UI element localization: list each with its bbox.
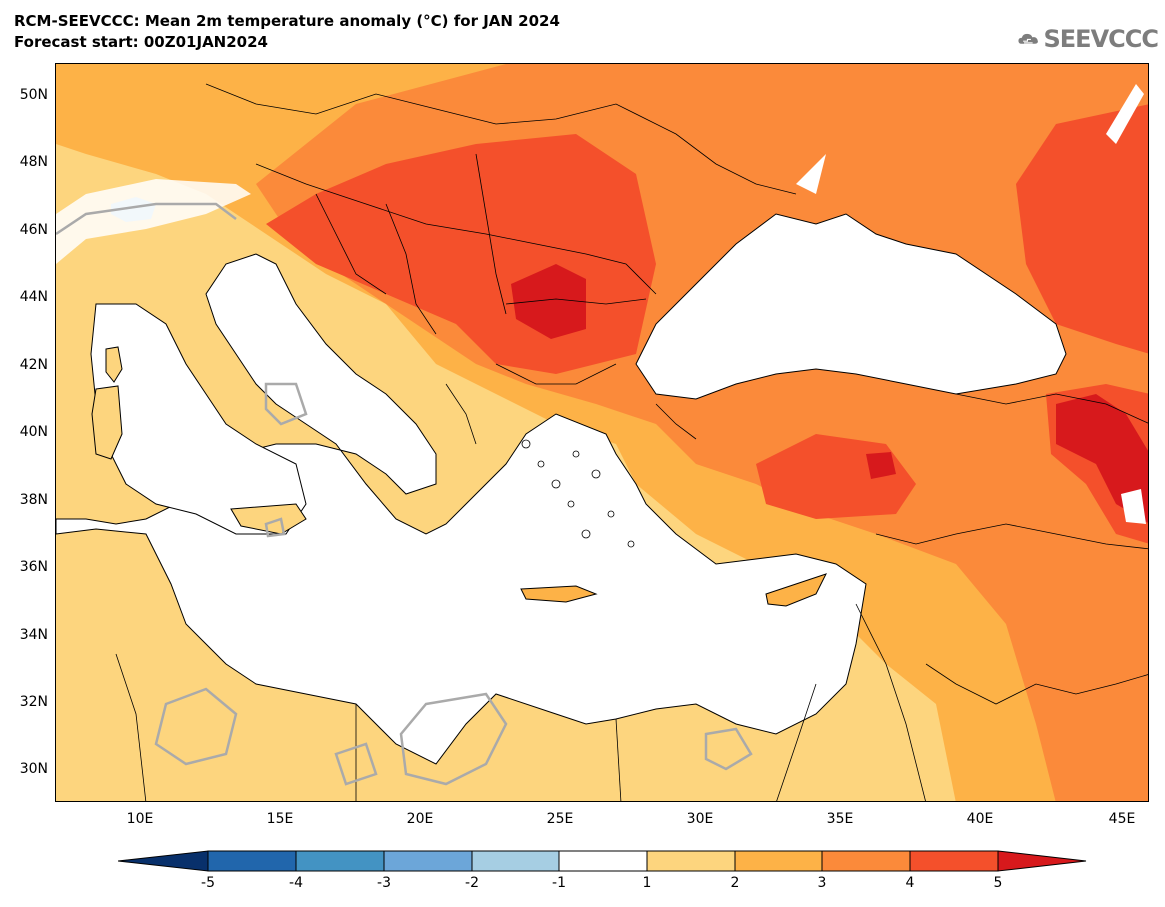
colorbar-bin: [295, 850, 385, 872]
lon-label: 30E: [686, 811, 714, 827]
lon-label: 45E: [1108, 811, 1136, 827]
lat-label: 32N: [19, 694, 48, 710]
lon-label: 35E: [826, 811, 854, 827]
colorbar-bin: [646, 850, 736, 872]
zero-contours: [56, 202, 753, 786]
anomaly-white-spot: [1106, 84, 1144, 144]
colorbar-label: 5: [993, 875, 1003, 891]
lon-label: 10E: [126, 811, 154, 827]
logo-text: SEEVCCC: [1043, 25, 1159, 53]
aegean-islands: [521, 439, 635, 548]
lat-label: 40N: [19, 424, 48, 440]
colorbar-bin: [821, 850, 911, 872]
colorbar-arrow-left: [118, 850, 209, 872]
corsica-island: [105, 346, 123, 383]
anomaly-white-spot: [796, 154, 826, 194]
cyprus-island: [765, 573, 827, 607]
lat-label: 48N: [19, 154, 48, 170]
cloud-icon: [1018, 33, 1038, 44]
mediterranean-sea: [56, 253, 867, 765]
colorbar-bin: [558, 850, 648, 872]
map-title: RCM-SEEVCCC: Mean 2m temperature anomaly…: [14, 11, 560, 53]
colorbar-label: 2: [730, 875, 740, 891]
colorbar-bin: [734, 850, 823, 872]
alps-white: [56, 179, 251, 264]
colorbar: [118, 850, 1087, 872]
colorbar-label: -4: [289, 875, 303, 891]
map-canvas: [56, 64, 1148, 801]
colorbar-label: -2: [465, 875, 479, 891]
lat-label: 46N: [19, 222, 48, 238]
colorbar-bin: [471, 850, 560, 872]
lat-label: 36N: [19, 559, 48, 575]
black-sea: [635, 213, 1067, 400]
colorbar-bin: [909, 850, 999, 872]
sardinia-island: [91, 385, 123, 460]
lat-label: 42N: [19, 357, 48, 373]
lon-label: 25E: [546, 811, 574, 827]
lat-label: 44N: [19, 289, 48, 305]
lat-label: 50N: [19, 87, 48, 103]
colorbar-label: 3: [817, 875, 827, 891]
sicily-island: [230, 503, 307, 535]
anomaly-white-spot: [1121, 489, 1146, 524]
title-line-1: RCM-SEEVCCC: Mean 2m temperature anomaly…: [14, 12, 560, 30]
anomaly-zone-gt5-romania: [511, 264, 586, 339]
crete-island: [520, 585, 598, 603]
seevccc-logo: SEEVCCC: [1018, 22, 1159, 56]
lon-label: 20E: [406, 811, 434, 827]
colorbar-bin: [207, 850, 297, 872]
lat-label: 34N: [19, 627, 48, 643]
anomaly-zone-gt5-armenia: [1056, 394, 1148, 523]
title-line-2: Forecast start: 00Z01JAN2024: [14, 33, 268, 51]
anomaly-map: [55, 63, 1149, 802]
lon-label: 40E: [966, 811, 994, 827]
colorbar-arrow-right: [997, 850, 1087, 872]
colorbar-label: -3: [377, 875, 391, 891]
lon-label: 15E: [266, 811, 294, 827]
colorbar-label: 4: [905, 875, 915, 891]
lat-label: 38N: [19, 492, 48, 508]
colorbar-label: 1: [642, 875, 652, 891]
colorbar-label: -5: [201, 875, 215, 891]
anomaly-zone-gt5-anatolia: [866, 452, 896, 479]
colorbar-bin: [383, 850, 473, 872]
colorbar-label: -1: [552, 875, 566, 891]
lat-label: 30N: [19, 761, 48, 777]
anomaly-zone-4-5-east: [1016, 104, 1148, 354]
country-borders: [115, 83, 1148, 801]
